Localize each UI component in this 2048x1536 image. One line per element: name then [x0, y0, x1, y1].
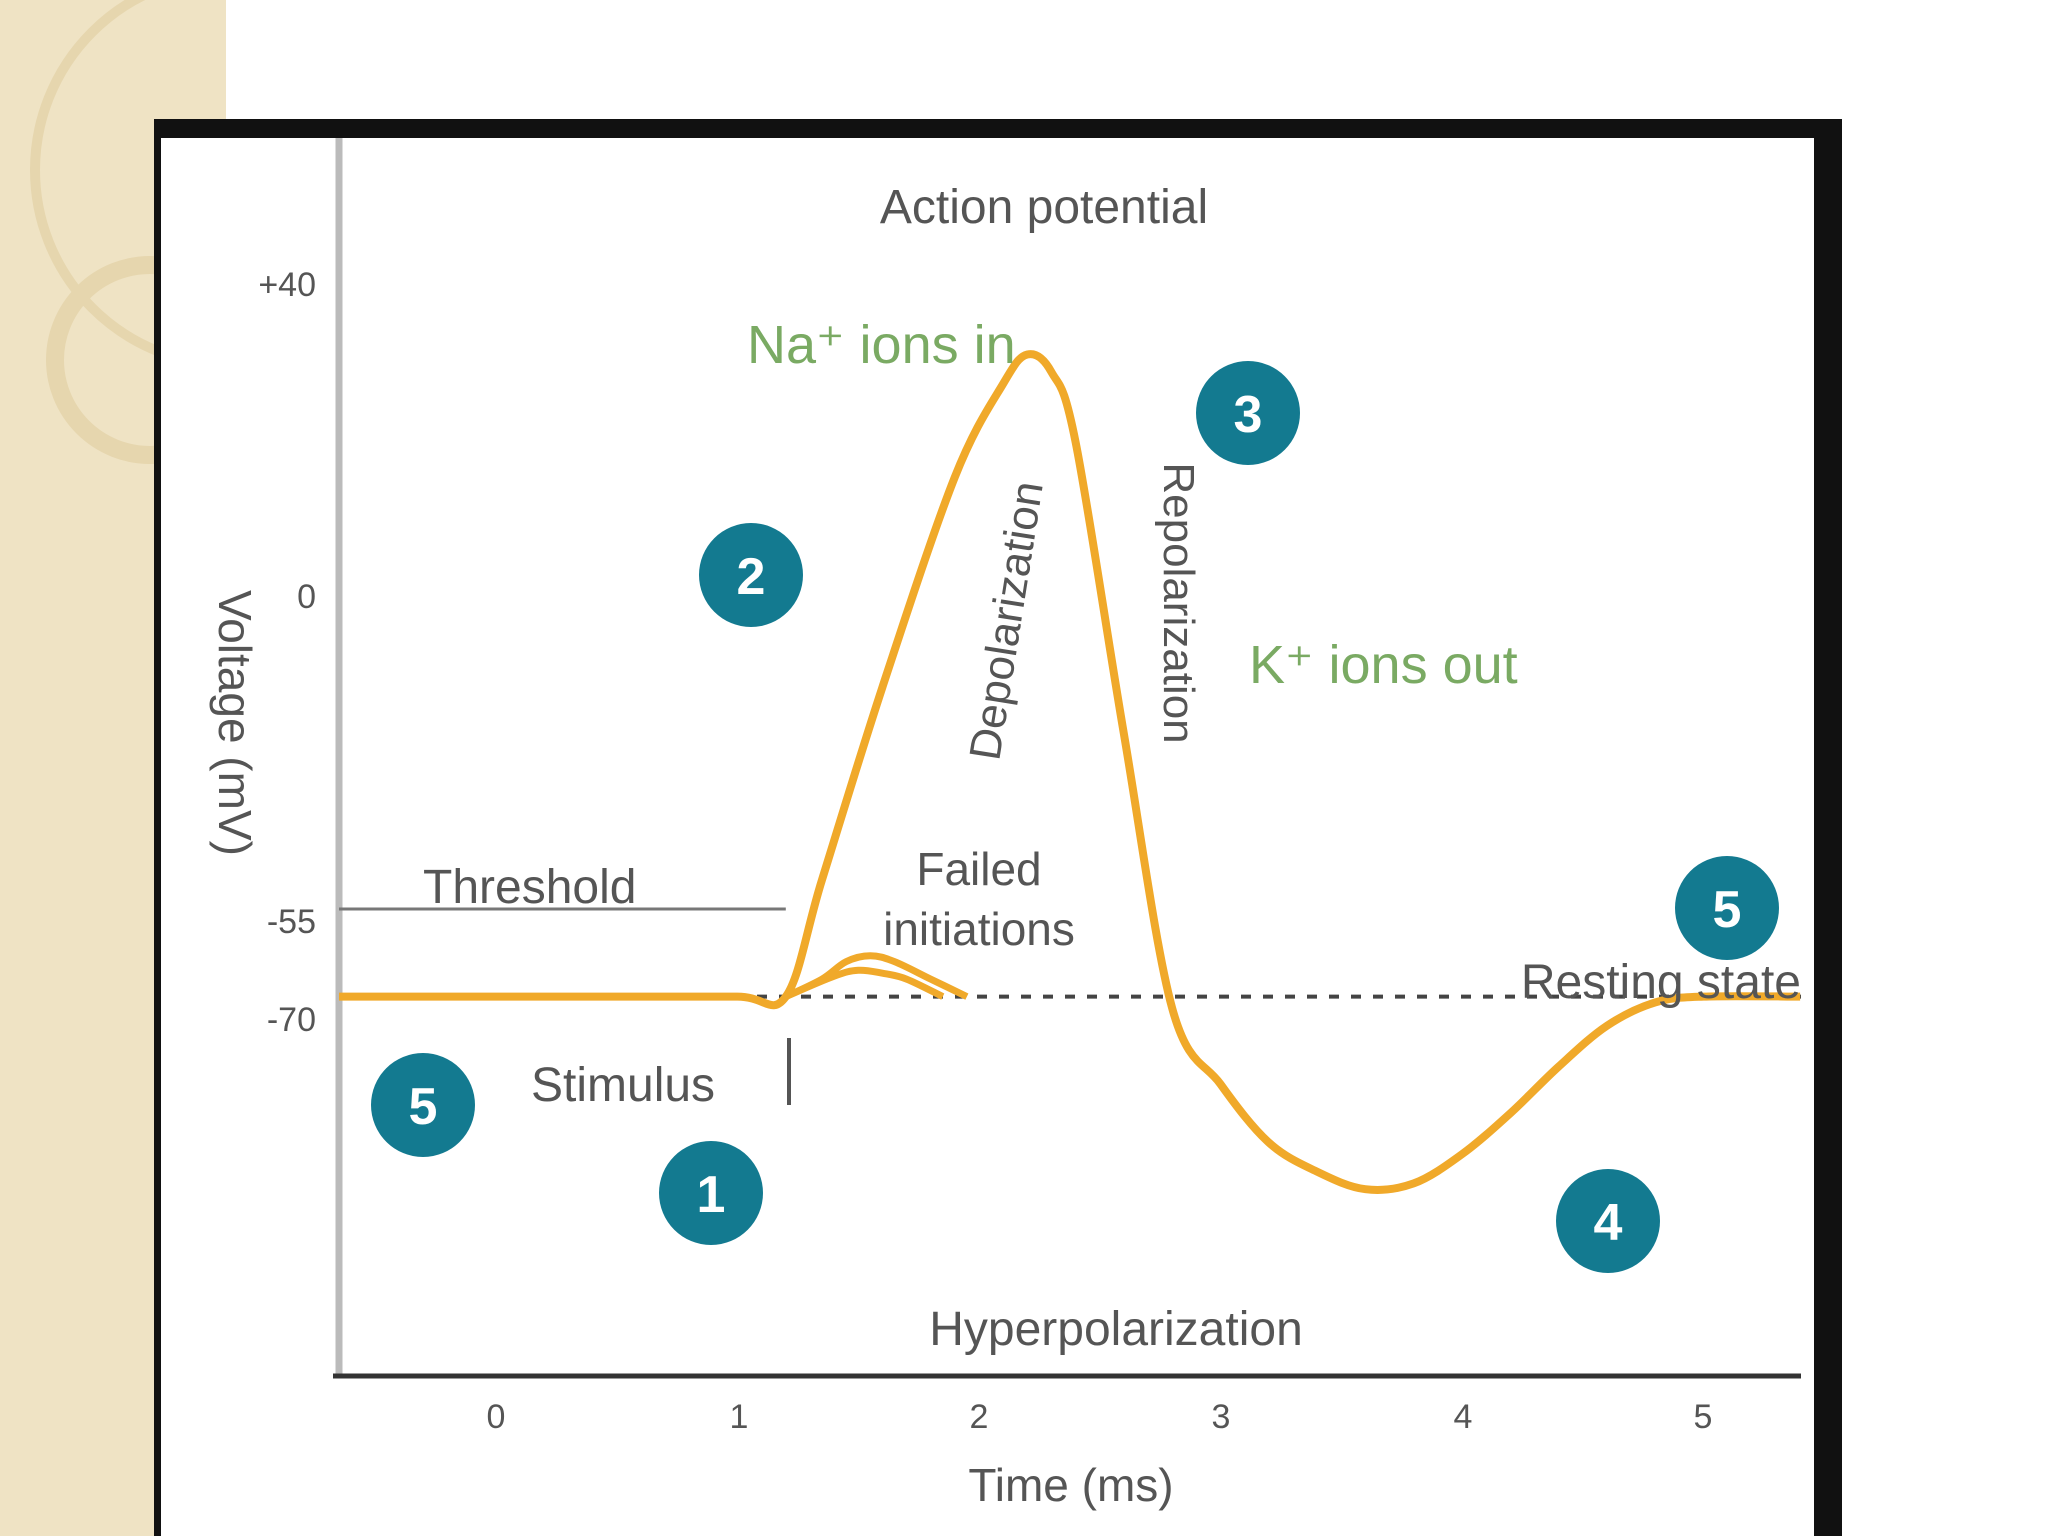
step-badge-5-left: 5: [371, 1053, 475, 1157]
x-axis-title: Time (ms): [968, 1459, 1173, 1511]
stimulus-label: Stimulus: [531, 1059, 715, 1112]
hyperpolarization-label: Hyperpolarization: [929, 1303, 1303, 1356]
step-badge-1: 1: [659, 1141, 763, 1245]
action-potential-label: Action potential: [880, 181, 1208, 234]
y-tick-label: -70: [267, 1001, 316, 1039]
step-badge-4: 4: [1556, 1169, 1660, 1273]
x-tick-label: 5: [1694, 1398, 1713, 1436]
na-ions-label: Na⁺ ions in: [747, 315, 1016, 375]
svg-text:5: 5: [1713, 881, 1742, 939]
x-tick-label: 2: [970, 1398, 989, 1436]
k-ions-label: K⁺ ions out: [1249, 635, 1518, 695]
side-ring-decoration: [30, 0, 226, 464]
action-potential-chart: +40 0 -55 -70 0 1 2 3 4 5 Time (ms) Volt…: [209, 138, 1801, 1511]
threshold-label: Threshold: [423, 861, 636, 914]
plot-panel: [161, 138, 1814, 1536]
y-tick-label: +40: [258, 266, 316, 304]
failed-initiations-label: Failed: [916, 843, 1041, 895]
svg-text:3: 3: [1234, 386, 1263, 444]
failed-initiations-label: initiations: [883, 903, 1075, 955]
x-tick-label: 0: [487, 1398, 506, 1436]
repolarization-label: Repolarization: [1154, 462, 1203, 743]
failed-initiation-curve: [784, 952, 969, 1000]
action-potential-curve: [339, 350, 1801, 1194]
x-tick-label: 3: [1212, 1398, 1231, 1436]
resting-state-label: Resting state: [1521, 956, 1801, 1009]
step-badge-3: 3: [1196, 361, 1300, 465]
x-tick-label: 1: [730, 1398, 749, 1436]
y-tick-label: -55: [267, 903, 316, 941]
step-badge-5-right: 5: [1675, 856, 1779, 960]
y-tick-label: 0: [297, 578, 316, 616]
svg-text:1: 1: [697, 1166, 726, 1224]
step-badge-2: 2: [699, 523, 803, 627]
x-tick-label: 4: [1454, 1398, 1473, 1436]
failed-initiation-curve: [784, 966, 945, 1000]
svg-text:5: 5: [409, 1078, 438, 1136]
depolarization-label: Depolarization: [960, 478, 1052, 763]
svg-text:2: 2: [737, 548, 766, 606]
y-axis-title: Voltage (mV): [209, 590, 261, 856]
svg-text:4: 4: [1594, 1194, 1623, 1252]
